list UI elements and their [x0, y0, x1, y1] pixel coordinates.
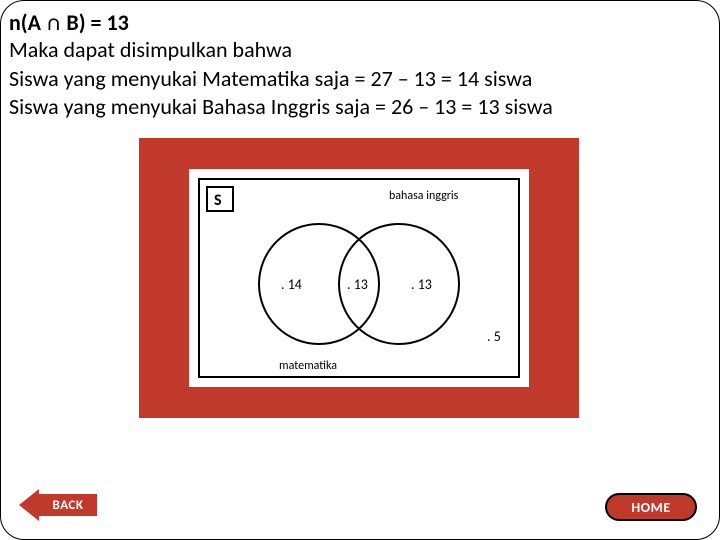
content-block: n(A ∩ B) = 13 Maka dapat disimpulkan bah…	[1, 1, 719, 418]
text-line-3: Siswa yang menyukai Matematika saja = 27…	[9, 65, 711, 94]
text-line-4: Siswa yang menyukai Bahasa Inggris saja …	[9, 93, 711, 122]
universe-label: S	[214, 191, 222, 210]
val-only-b: . 13	[411, 276, 432, 293]
val-intersection: . 13	[347, 276, 368, 293]
text-line-2: Maka dapat disimpulkan bahwa	[9, 36, 711, 65]
venn-diagram: S bahasa inggris . 14 . 13 . 13 . 5 mate…	[189, 169, 529, 387]
set-b-label: bahasa inggris	[389, 189, 459, 203]
arrow-left-icon	[19, 489, 39, 521]
val-outside: . 5	[487, 328, 501, 345]
formula-line: n(A ∩ B) = 13	[9, 9, 711, 36]
back-button[interactable]: BACK	[19, 489, 97, 521]
home-label: HOME	[631, 499, 670, 516]
val-only-a: . 14	[281, 276, 302, 293]
home-button[interactable]: HOME	[605, 493, 697, 521]
back-label: BACK	[39, 494, 97, 516]
set-a-label: matematika	[279, 359, 337, 373]
venn-diagram-container: S bahasa inggris . 14 . 13 . 13 . 5 mate…	[139, 138, 579, 418]
